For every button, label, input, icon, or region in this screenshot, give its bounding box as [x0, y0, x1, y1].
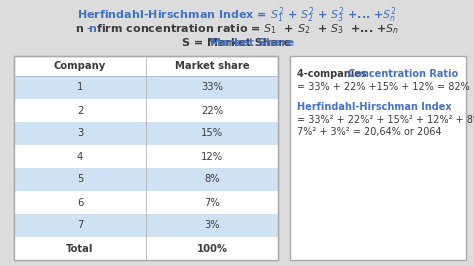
FancyBboxPatch shape — [14, 76, 278, 99]
FancyBboxPatch shape — [14, 122, 278, 145]
FancyBboxPatch shape — [14, 191, 278, 214]
Text: S = Market Share: S = Market Share — [182, 38, 292, 48]
Text: = 33% + 22% +15% + 12% = 82%: = 33% + 22% +15% + 12% = 82% — [297, 82, 470, 92]
Text: 4-companies: 4-companies — [297, 69, 370, 79]
Text: n: n — [88, 24, 96, 34]
FancyBboxPatch shape — [14, 99, 278, 122]
Text: 5: 5 — [77, 174, 83, 185]
Text: = 33%² + 22%² + 15%² + 12%² + 8%² +: = 33%² + 22%² + 15%² + 12%² + 8%² + — [297, 115, 474, 125]
FancyBboxPatch shape — [14, 214, 278, 237]
Text: 1: 1 — [77, 82, 83, 93]
Text: Company: Company — [54, 61, 106, 71]
Text: 7: 7 — [77, 221, 83, 231]
Text: 2: 2 — [77, 106, 83, 115]
Text: Herfindahl-Hirschman Index = $S_1^2$ + $S_2^2$ + $S_3^2$ +... +$S_n^2$: Herfindahl-Hirschman Index = $S_1^2$ + $… — [77, 5, 397, 25]
Text: Market share: Market share — [175, 61, 249, 71]
Text: 100%: 100% — [197, 243, 228, 253]
FancyBboxPatch shape — [290, 56, 466, 260]
FancyBboxPatch shape — [14, 56, 278, 260]
Text: 8%: 8% — [204, 174, 220, 185]
Text: Concentration Ratio: Concentration Ratio — [348, 69, 458, 79]
Text: 12%: 12% — [201, 152, 223, 161]
FancyBboxPatch shape — [14, 237, 278, 260]
Text: 6: 6 — [77, 197, 83, 207]
Text: Market Share: Market Share — [180, 38, 294, 48]
Text: n – firm concentration ratio = $S_1$  + $S_2$  + $S_3$  +... +$S_n$: n – firm concentration ratio = $S_1$ + $… — [75, 22, 399, 36]
Text: 4: 4 — [77, 152, 83, 161]
Text: Total: Total — [66, 243, 94, 253]
FancyBboxPatch shape — [14, 168, 278, 191]
Text: 15%: 15% — [201, 128, 223, 139]
Text: 22%: 22% — [201, 106, 223, 115]
Text: 3%: 3% — [204, 221, 220, 231]
Text: 7%² + 3%² = 20,64% or 2064: 7%² + 3%² = 20,64% or 2064 — [297, 127, 442, 137]
FancyBboxPatch shape — [14, 145, 278, 168]
Text: Herfindahl-Hirschman Index: Herfindahl-Hirschman Index — [297, 102, 452, 112]
Text: 33%: 33% — [201, 82, 223, 93]
Text: 7%: 7% — [204, 197, 220, 207]
Text: 3: 3 — [77, 128, 83, 139]
